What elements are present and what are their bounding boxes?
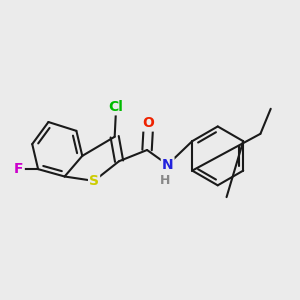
Text: O: O [142, 116, 154, 130]
Text: F: F [14, 162, 24, 176]
Text: Cl: Cl [109, 100, 124, 114]
Text: N: N [162, 158, 173, 172]
Text: S: S [89, 174, 99, 188]
Text: H: H [160, 173, 170, 187]
